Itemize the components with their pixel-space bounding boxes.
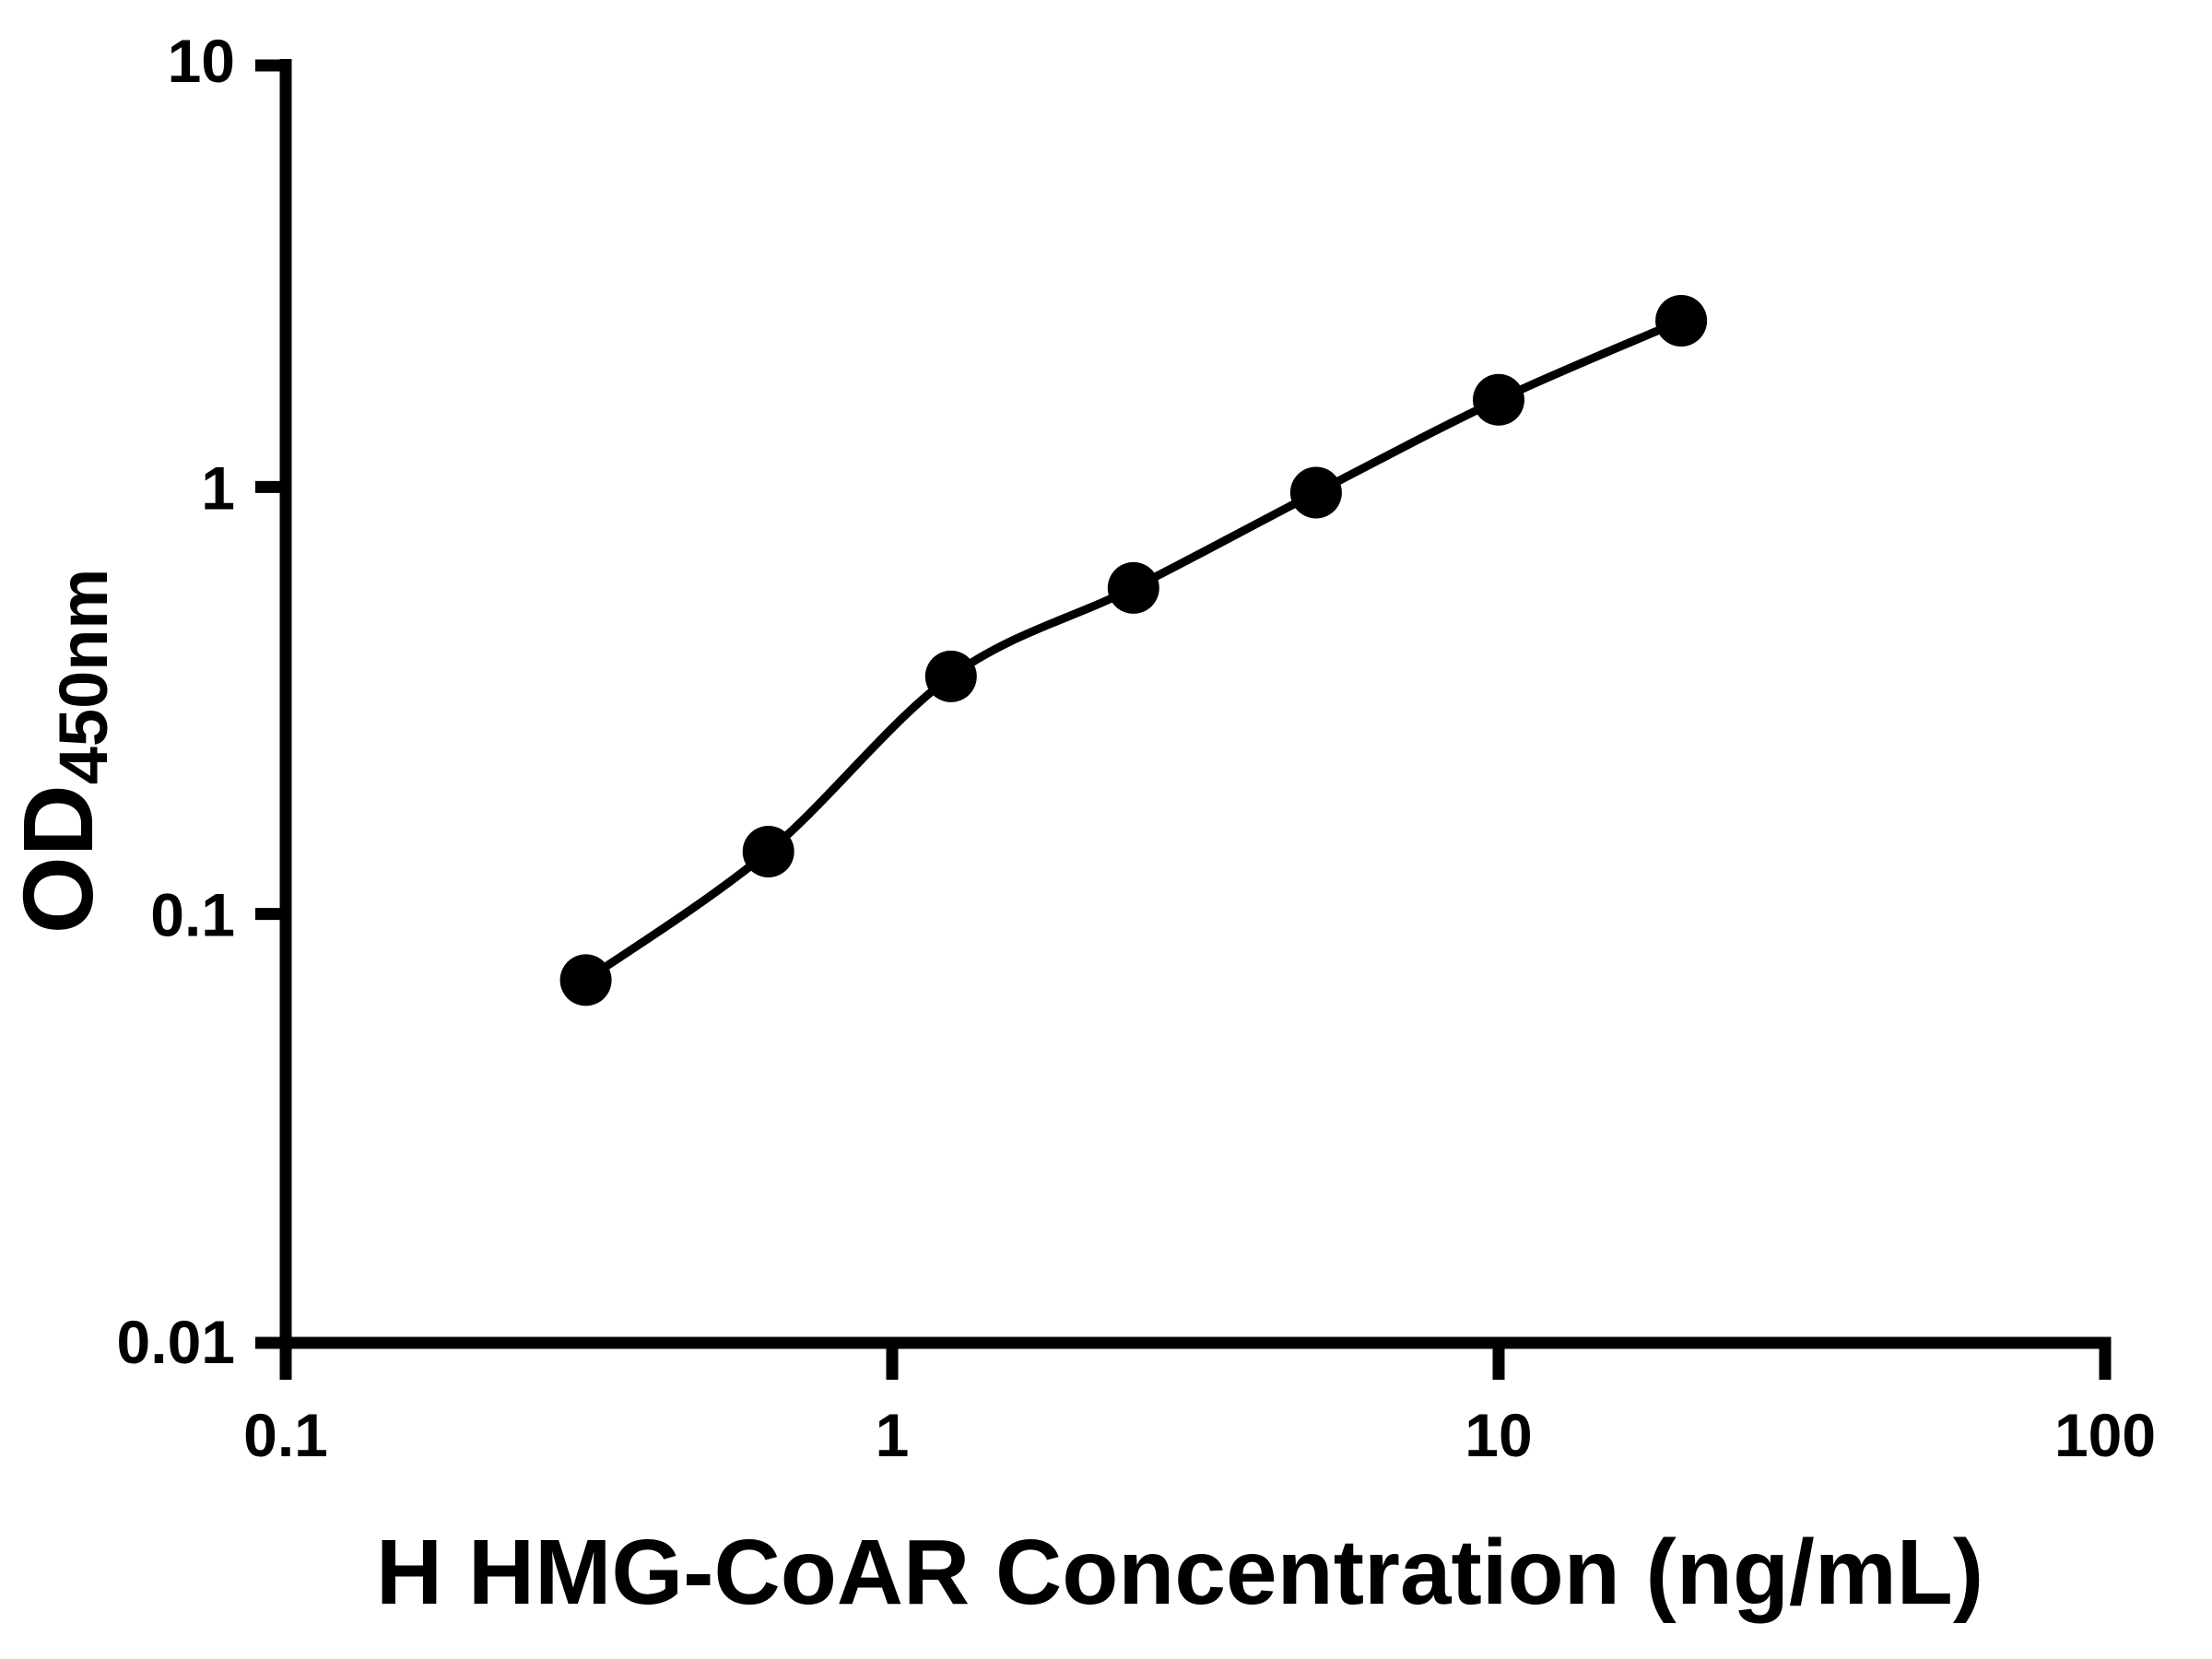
y-tick-label: 0.1 [150, 881, 235, 949]
data-point [1289, 466, 1342, 519]
data-point [1107, 561, 1159, 614]
data-points [559, 295, 1708, 1006]
data-point [559, 954, 612, 1006]
data-point [1473, 373, 1524, 426]
y-axis-title-sub: 450nm [45, 569, 122, 784]
x-tick-label: 10 [1465, 1401, 1532, 1469]
data-point [1655, 295, 1708, 347]
x-tick-label: 1 [876, 1401, 910, 1469]
axes [255, 59, 2112, 1380]
y-tick-label: 10 [168, 27, 235, 95]
data-point [742, 826, 794, 877]
y-tick-label: 0.01 [117, 1308, 235, 1376]
x-tick-label: 0.1 [243, 1401, 328, 1469]
y-axis-title: OD450nm [2, 569, 122, 934]
x-tick-label: 100 [2054, 1401, 2156, 1469]
x-axis-title: H HMG-CoAR Concentration (ng/mL) [376, 1521, 1983, 1624]
y-axis-title-main: OD [2, 784, 113, 934]
y-tick-label: 1 [201, 453, 235, 522]
data-point [924, 650, 977, 702]
